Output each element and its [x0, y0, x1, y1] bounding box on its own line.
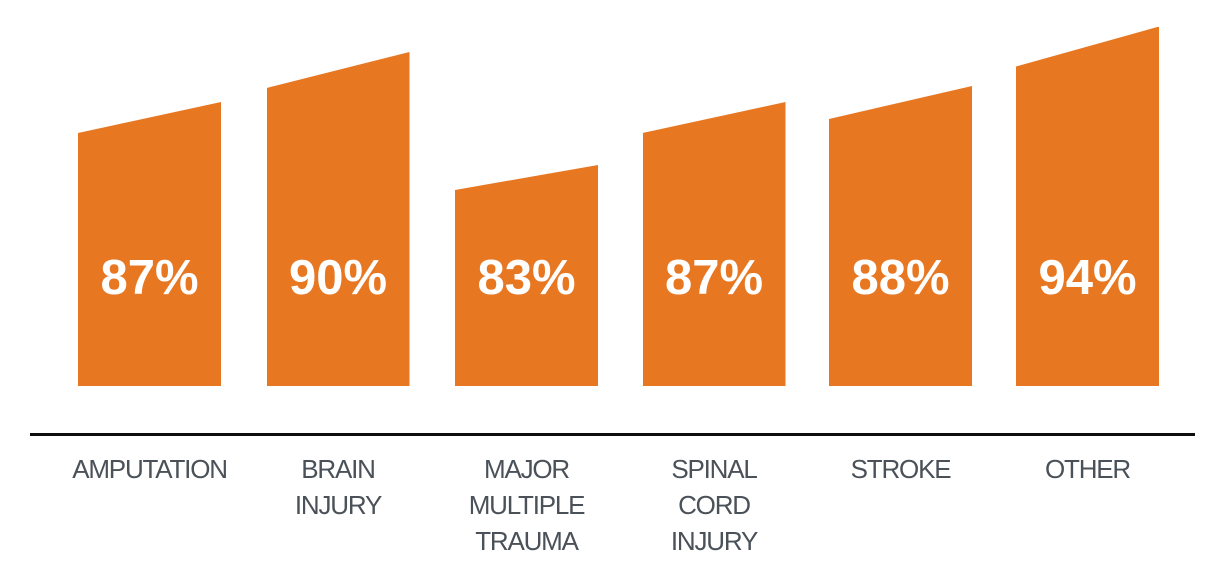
- bar-value-label-spinal-cord-injury: 87%: [664, 251, 764, 306]
- category-label-stroke: STROKE: [850, 454, 952, 485]
- bar-value-label-amputation: 87%: [100, 251, 199, 306]
- bar-value-label-major-multiple-trauma: 83%: [477, 251, 576, 306]
- bar-major-multiple-trauma: [455, 165, 598, 386]
- bar-other: [1016, 26, 1159, 386]
- bar-amputation: [78, 102, 221, 386]
- category-label-spinal-cord-injury: SPINAL CORD INJURY: [670, 454, 758, 556]
- bar-brain-injury: [266, 52, 410, 386]
- category-label-amputation: AMPUTATION: [72, 454, 228, 485]
- bar-stroke: [829, 86, 972, 386]
- bar-value-label-brain-injury: 90%: [288, 251, 388, 306]
- category-label-other: OTHER: [1044, 454, 1131, 485]
- bar-value-label-stroke: 88%: [851, 251, 950, 306]
- baseline-divider: [30, 433, 1195, 436]
- bar-value-label-other: 94%: [1038, 251, 1137, 306]
- bar-spinal-cord-injury: [642, 102, 786, 386]
- category-label-brain-injury: BRAIN INJURY: [294, 454, 382, 520]
- category-label-major-multiple-trauma: MAJOR MULTIPLE TRAUMA: [468, 454, 586, 556]
